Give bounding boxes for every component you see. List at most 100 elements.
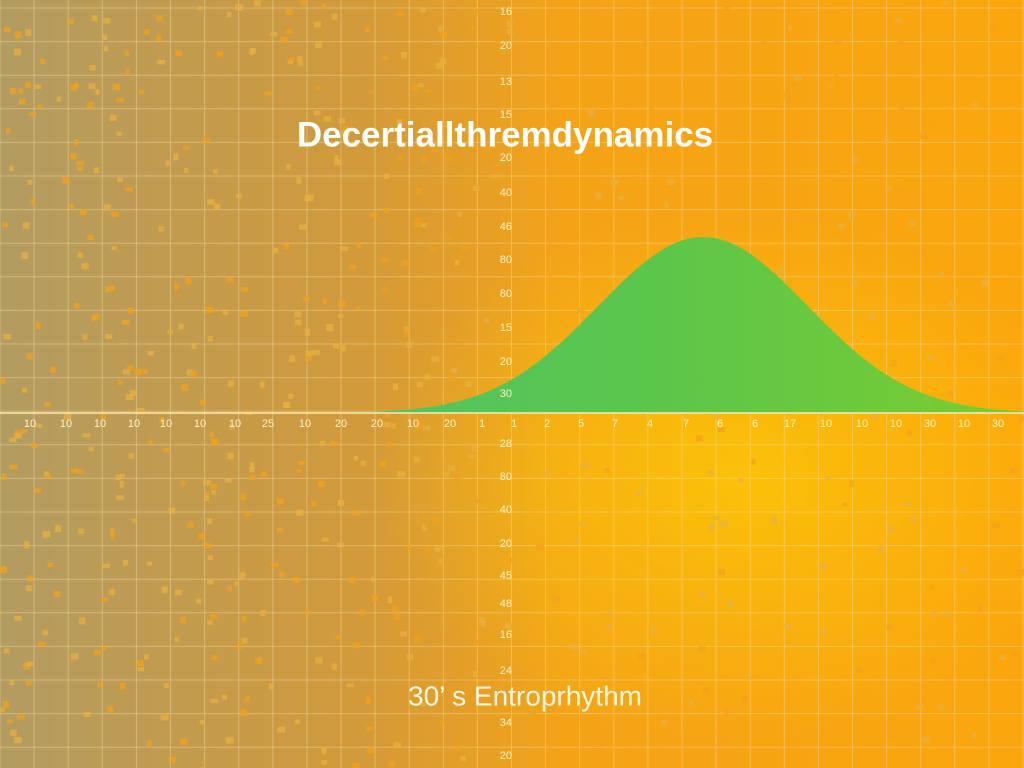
- noise-dot: [305, 350, 314, 356]
- noise-dot: [240, 287, 249, 292]
- horizontal-label: 6: [717, 418, 723, 430]
- noise-dot: [19, 429, 27, 434]
- horizontal-label: 10: [299, 418, 311, 430]
- noise-dot: [820, 630, 827, 636]
- noise-dot: [10, 729, 17, 736]
- noise-dot: [264, 91, 273, 96]
- horizontal-labels: 10 10 10 10 10 10 10 25 10 20 20 10 20 1 1 2 5 7 4 7 6 6 17 10 1…: [24, 418, 1004, 430]
- noise-dot: [416, 381, 423, 388]
- vertical-label: 30: [500, 388, 512, 400]
- noise-dot: [103, 17, 111, 24]
- noise-dot: [272, 247, 279, 254]
- noise-dot: [165, 160, 170, 166]
- noise-dot: [3, 333, 11, 340]
- noise-dot: [465, 381, 473, 388]
- noise-dot: [352, 641, 360, 649]
- noise-dot: [702, 687, 710, 694]
- noise-dot: [406, 341, 413, 348]
- vertical-label: 40: [500, 504, 512, 516]
- noise-dot: [87, 101, 94, 109]
- noise-dot: [834, 73, 839, 80]
- noise-dot: [168, 756, 177, 763]
- horizontal-label: 20: [444, 418, 456, 430]
- noise-dot: [367, 747, 375, 755]
- noise-dot: [30, 198, 36, 204]
- noise-dot: [735, 128, 741, 133]
- noise-dot: [352, 762, 360, 768]
- noise-dot: [164, 682, 169, 688]
- noise-dot: [270, 32, 278, 37]
- vertical-label: 80: [500, 471, 512, 483]
- noise-dot: [472, 671, 478, 678]
- noise-dot: [828, 84, 834, 89]
- noise-dot: [227, 380, 235, 387]
- noise-dot: [225, 478, 232, 483]
- horizontal-label: 10: [890, 418, 902, 430]
- noise-dot: [886, 624, 893, 631]
- noise-dot: [676, 78, 682, 85]
- noise-dot: [222, 694, 228, 700]
- noise-dot: [904, 501, 913, 507]
- noise-dot: [79, 209, 87, 216]
- noise-dot: [1012, 651, 1019, 658]
- noise-dot: [0, 377, 6, 384]
- noise-dot: [277, 527, 283, 533]
- noise-dot: [698, 646, 706, 652]
- noise-dot: [27, 661, 35, 667]
- noise-dot: [502, 324, 509, 329]
- noise-dot: [147, 351, 155, 356]
- noise-dot: [1009, 468, 1018, 473]
- noise-dot: [70, 84, 78, 91]
- noise-dot: [416, 423, 425, 430]
- noise-dot: [651, 627, 657, 634]
- noise-dot: [296, 177, 302, 184]
- noise-dot: [294, 719, 300, 724]
- noise-dot: [842, 502, 848, 507]
- noise-dot: [74, 302, 80, 309]
- noise-dot: [872, 412, 879, 420]
- noise-dot: [125, 68, 130, 75]
- noise-dot: [698, 591, 706, 596]
- noise-dot: [869, 314, 876, 320]
- noise-dot: [16, 714, 25, 720]
- noise-dot: [34, 423, 43, 428]
- noise-dot: [338, 313, 344, 319]
- noise-dot: [137, 407, 145, 415]
- vertical-label: 34: [500, 717, 512, 729]
- noise-dot: [383, 287, 388, 292]
- noise-dot: [254, 0, 261, 7]
- noise-dot: [304, 610, 310, 616]
- noise-dot: [338, 300, 346, 308]
- noise-dot: [490, 163, 497, 168]
- noise-dot: [132, 518, 137, 523]
- noise-dot: [593, 742, 602, 747]
- noise-dot: [996, 355, 1005, 361]
- noise-dot: [468, 26, 476, 31]
- horizontal-label: 20: [371, 418, 383, 430]
- noise-dot: [87, 235, 94, 241]
- noise-dot: [180, 616, 186, 624]
- noise-dot: [30, 443, 38, 449]
- noise-dot: [286, 163, 291, 170]
- noise-dot: [227, 12, 232, 18]
- noise-dot: [14, 615, 22, 621]
- noise-dot: [3, 27, 11, 33]
- noise-dot: [14, 737, 22, 744]
- noise-dot: [544, 471, 553, 477]
- noise-dot: [578, 521, 584, 527]
- noise-dot: [158, 226, 164, 232]
- noise-dot: [369, 212, 378, 218]
- noise-dot: [276, 498, 284, 505]
- noise-dot: [391, 604, 399, 612]
- noise-dot: [998, 654, 1006, 661]
- noise-dot: [792, 84, 798, 89]
- noise-dot: [506, 20, 513, 27]
- noise-dot: [448, 374, 457, 381]
- noise-dot: [93, 167, 100, 174]
- noise-dot: [742, 695, 748, 702]
- noise-dot: [574, 537, 580, 545]
- horizontal-label: 25: [262, 418, 274, 430]
- horizontal-label: 30: [992, 418, 1004, 430]
- vertical-label: 80: [500, 254, 512, 266]
- noise-dot: [245, 695, 250, 702]
